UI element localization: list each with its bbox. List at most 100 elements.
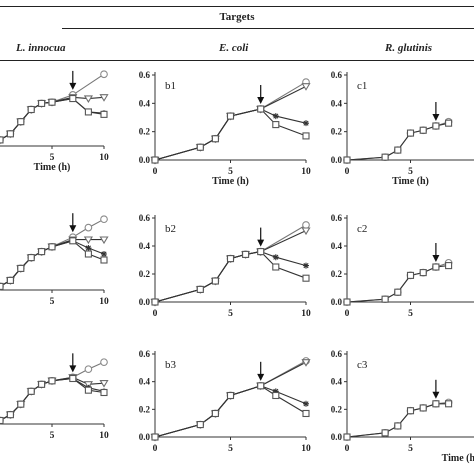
panel-label-c2: c2	[357, 223, 367, 235]
data-point-a2-3-6	[69, 237, 77, 245]
x-tick-label-c2: 0	[345, 309, 350, 319]
column-header-l-innocua: L. innocua	[16, 42, 66, 54]
x-tick-label-c2: 5	[408, 309, 413, 319]
y-tick-label-c3: 0.2	[331, 404, 343, 414]
data-point-c2-1-0	[343, 298, 351, 306]
data-point-a2-3-7	[84, 250, 92, 258]
data-point-a3-3-7	[84, 386, 92, 394]
data-point-a2-3-2	[17, 264, 25, 272]
x-tick-label-b2: 0	[153, 309, 158, 319]
data-point-b1-3-3	[226, 112, 235, 120]
data-point-b3-3-3	[226, 391, 235, 400]
data-point-c1-1-6	[445, 119, 453, 127]
arrow-head-a1	[69, 82, 77, 90]
data-point-b1-3-1	[196, 143, 204, 151]
panel-label-b3: b3	[165, 359, 177, 371]
arrow-head-b1	[257, 97, 265, 104]
data-point-a3-3-0	[0, 416, 4, 425]
data-point-b2-3-4	[242, 250, 250, 258]
series-line-b1-1	[154, 85, 307, 161]
x-axis-label-a1: Time (h)	[34, 162, 71, 173]
arrow-head-b3	[257, 373, 265, 381]
panel-label-b1: b1	[165, 80, 176, 92]
x-tick-label-b3: 0	[153, 444, 158, 454]
data-point-a2-3-0	[0, 282, 4, 290]
arrow-head-a3	[69, 365, 77, 373]
header-bottom-rule	[0, 60, 474, 61]
data-point-b3-3-4	[257, 382, 265, 390]
data-point-a2-1-8	[99, 236, 109, 245]
data-point-a3-1-7	[83, 381, 93, 389]
data-point-b2-3-7	[302, 274, 310, 282]
data-point-a1-3-5	[48, 98, 56, 106]
data-point-a3-1-8	[99, 380, 109, 388]
data-point-a3-3-4	[38, 380, 46, 388]
x-tick-label-a2: 5	[50, 297, 55, 307]
x-tick-label-c1: 5	[408, 167, 413, 177]
y-tick-label-c1: 0.2	[331, 127, 343, 137]
series-line-c3-1	[346, 403, 449, 438]
y-tick-label-b3: 0.6	[139, 349, 151, 359]
x-tick-label-b3: 10	[301, 444, 311, 454]
data-point-b2-3-1	[196, 285, 204, 293]
series-line-b2-0	[154, 224, 307, 303]
panel-label-b2: b2	[165, 223, 176, 235]
data-point-a3-3-8	[100, 388, 108, 397]
data-point-a1-3-0	[0, 136, 4, 144]
data-point-b2-1-6	[301, 227, 311, 236]
data-point-b1-2-5	[272, 113, 279, 120]
x-tick-label-c1: 0	[345, 167, 350, 177]
y-tick-label-b3: 0.0	[139, 432, 151, 442]
data-point-c2-1-2	[394, 288, 402, 296]
data-point-c2-1-4	[419, 269, 427, 277]
data-point-a2-3-1	[6, 276, 14, 284]
data-point-c1-1-5	[432, 122, 440, 130]
data-point-a1-3-8	[100, 110, 108, 118]
data-point-b1-3-6	[302, 132, 310, 140]
data-point-b1-3-0	[151, 156, 159, 164]
x-tick-label-b2: 5	[228, 309, 233, 319]
data-point-b1-3-5	[272, 121, 280, 129]
data-point-b2-3-0	[151, 298, 159, 306]
series-line-c3-0	[346, 401, 449, 438]
y-tick-label-b2: 0.4	[139, 241, 151, 251]
data-point-c3-1-4	[419, 404, 427, 412]
y-tick-label-c2: 0.4	[331, 241, 343, 251]
data-point-c3-1-1	[381, 429, 389, 437]
data-point-b1-1-5	[301, 83, 311, 91]
arrow-head-c2	[432, 255, 440, 262]
data-point-a1-3-3	[27, 105, 35, 114]
data-point-a1-3-2	[17, 118, 25, 126]
header-top-rule	[0, 6, 474, 7]
data-point-b2-2-6	[272, 254, 279, 261]
arrow-head-c3	[432, 391, 440, 399]
data-point-a2-0-8	[100, 215, 108, 224]
y-tick-label-b2: 0.0	[139, 297, 151, 307]
y-tick-label-c1: 0.6	[331, 70, 343, 80]
y-tick-label-b1: 0.0	[139, 155, 151, 165]
data-point-a2-3-8	[100, 256, 108, 264]
x-tick-label-a2: 10	[99, 297, 109, 307]
y-tick-label-c2: 0.2	[331, 269, 343, 279]
data-point-a2-3-5	[48, 243, 56, 251]
data-point-c2-1-6	[445, 262, 453, 270]
x-tick-label-a3: 5	[50, 431, 55, 441]
data-point-a3-3-2	[17, 400, 25, 408]
series-line-a1-0	[0, 73, 105, 141]
arrow-head-a2	[69, 225, 77, 233]
data-point-c1-1-0	[343, 156, 351, 164]
data-point-b1-2-6	[303, 120, 309, 127]
data-point-a2-2-7	[85, 245, 92, 251]
data-point-b2-2-7	[303, 262, 309, 269]
data-point-a3-3-6	[69, 374, 77, 383]
data-point-a2-1-7	[83, 236, 93, 245]
x-tick-label-b1: 5	[228, 167, 233, 177]
arrow-head-b2	[257, 239, 265, 247]
data-point-c1-1-4	[419, 126, 427, 134]
data-point-a1-3-7	[84, 108, 92, 116]
y-tick-label-c3: 0.6	[331, 349, 343, 359]
data-point-a3-3-1	[6, 411, 14, 419]
data-point-b2-3-5	[257, 248, 265, 256]
column-header-r-glutinis: R. glutinis	[385, 42, 433, 54]
